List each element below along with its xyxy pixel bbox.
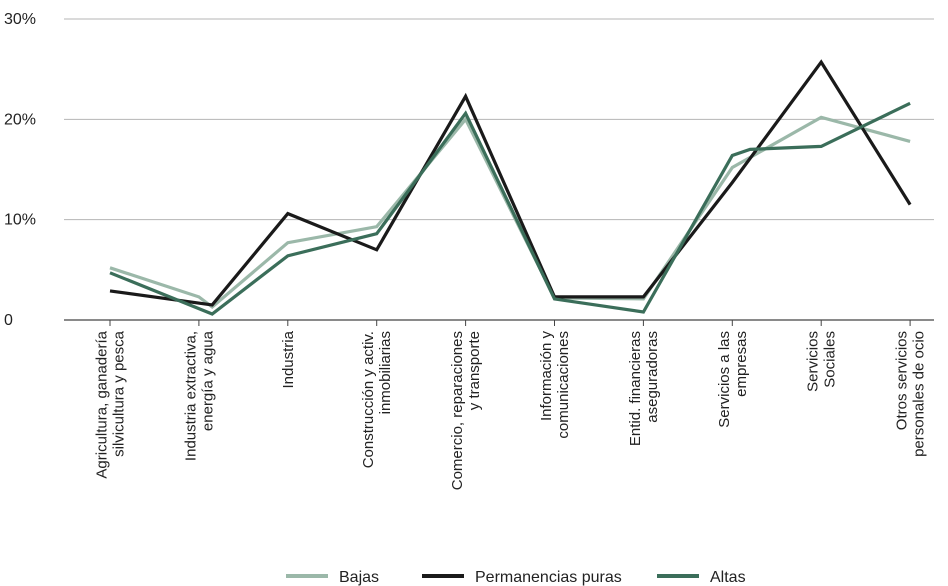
- legend-label: Altas: [710, 569, 746, 586]
- x-category-label: Agricultura, ganadería: [94, 330, 111, 478]
- x-category-label: Construcción y activ.: [360, 331, 377, 468]
- x-category-label: personales de ocio: [911, 331, 928, 457]
- x-category-label: Servicios: [805, 331, 822, 392]
- series-line-bajas: [109, 115, 911, 310]
- x-category-label: inmobiliarias: [377, 331, 394, 414]
- x-category-label: empresas: [733, 331, 750, 397]
- legend-label: Bajas: [339, 569, 379, 586]
- y-tick-label: 10%: [4, 212, 36, 229]
- x-axis-tick-marks: [109, 320, 911, 326]
- x-category-label: Servicios a las: [716, 331, 733, 428]
- x-category-label: Entid. financieras: [627, 331, 644, 446]
- legend-label: Permanencias puras: [475, 569, 622, 586]
- x-axis-category-labels: Agricultura, ganadería silvicultura y pes…: [94, 330, 928, 490]
- gridlines: [64, 18, 934, 321]
- x-category-label: Industria: [280, 330, 297, 388]
- x-category-label: silvicultura y pesca: [111, 330, 128, 457]
- x-category-label: y transporte: [466, 331, 483, 410]
- x-category-label: Sociales: [822, 331, 839, 388]
- y-tick-label: 0: [4, 312, 13, 329]
- series-lines: [109, 59, 912, 316]
- x-category-label: Otros servicios: [894, 331, 911, 430]
- y-axis-tick-labels: 0 10% 20% 30%: [4, 11, 36, 329]
- x-category-label: aseguradoras: [644, 331, 661, 423]
- x-category-label: Comercio, reparaciones: [449, 331, 466, 490]
- series-line-permanencias-puras: [109, 59, 912, 307]
- x-category-label: Industria extractiva,: [182, 331, 199, 461]
- y-tick-label: 30%: [4, 11, 36, 28]
- x-category-label: energía y agua: [199, 330, 216, 431]
- series-line-altas: [109, 101, 911, 316]
- x-category-label: Información y: [538, 331, 555, 422]
- x-category-label: comunicaciones: [555, 331, 572, 439]
- legend: Bajas Permanencias puras Altas: [286, 569, 746, 586]
- y-tick-label: 20%: [4, 111, 36, 128]
